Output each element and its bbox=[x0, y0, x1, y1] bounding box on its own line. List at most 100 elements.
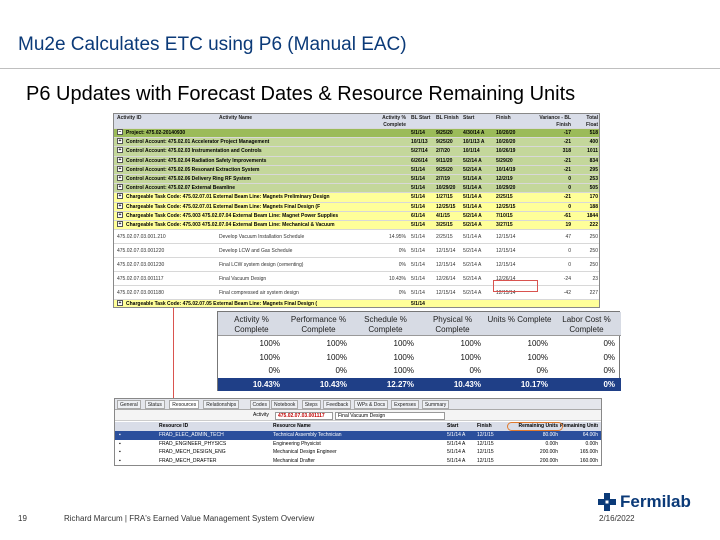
fermilab-logo-icon bbox=[598, 493, 616, 511]
header-activity-id[interactable]: Activity ID bbox=[117, 115, 142, 121]
table-row[interactable]: + Chargeable Task Code: 475.02.07.01 Exte… bbox=[114, 193, 599, 203]
expand-toggle-icon[interactable]: + bbox=[117, 147, 123, 154]
resource-name: Mechanical Drafter bbox=[273, 457, 315, 464]
header-resource-name[interactable]: Resource Name bbox=[273, 423, 311, 429]
bl-start: 5/1/14 bbox=[411, 276, 425, 283]
percent-column-header[interactable]: Physical % Complete bbox=[432, 315, 473, 334]
percent-value: 10.43% bbox=[252, 379, 280, 389]
bl-start: 6/26/14 bbox=[411, 157, 428, 164]
resource-row[interactable]: ▪ FRAD_ELEC_ADMIN_TECH Technical Assembly … bbox=[115, 431, 601, 440]
table-row[interactable]: 475.02.07.03.001.210 Develop Vacuum Insta… bbox=[114, 230, 599, 245]
table-row[interactable]: + Control Account: 475.02.05 Resonant Ext… bbox=[114, 165, 599, 175]
tab-wps-docs[interactable]: WPs & Docs bbox=[354, 400, 389, 409]
table-row[interactable]: 475.02.07.03.001117 Final Vacuum Design 10… bbox=[114, 272, 599, 287]
tab-steps[interactable]: Steps bbox=[301, 400, 321, 409]
activity-name: Develop Vacuum Installation Schedule bbox=[219, 234, 305, 241]
expand-toggle-icon[interactable]: + bbox=[117, 138, 123, 145]
tab-resources[interactable]: Resources bbox=[169, 400, 200, 409]
variance: 318 bbox=[562, 148, 571, 155]
table-row[interactable]: + Chargeable Task Code: 475.02.07.01 Exte… bbox=[114, 202, 599, 212]
percent-column-header[interactable]: Schedule % Complete bbox=[364, 315, 407, 334]
row-label: Chargeable Task Code: 475.02.07.01 Exter… bbox=[126, 194, 330, 201]
percent-value: 10.17% bbox=[520, 379, 548, 389]
p6-activity-table: Activity ID Activity Name Activity % Com… bbox=[113, 113, 600, 308]
variance: -24 bbox=[563, 276, 571, 283]
activity-name: Final Vacuum Design bbox=[219, 276, 267, 283]
tab-codes[interactable]: Codes bbox=[249, 400, 270, 409]
table-row[interactable]: + Control Account: 475.02.01 Accelerator … bbox=[114, 138, 599, 148]
finish-date-highlight bbox=[493, 280, 538, 292]
pct-complete: 0% bbox=[398, 248, 406, 255]
bl-start: 5/1/14 bbox=[411, 166, 425, 173]
header-start[interactable]: Start bbox=[463, 115, 475, 121]
tab-summary[interactable]: Summary bbox=[421, 400, 450, 409]
header-resource-id[interactable]: Resource ID bbox=[159, 423, 189, 429]
remaining-units-highlight bbox=[507, 422, 563, 431]
tab-relationships[interactable]: Relationships bbox=[203, 400, 240, 409]
expand-toggle-icon[interactable]: + bbox=[117, 221, 123, 227]
header-res-finish[interactable]: Finish bbox=[477, 423, 492, 429]
expand-toggle-icon[interactable]: + bbox=[117, 175, 123, 181]
bl-start: 6/1/14 bbox=[411, 212, 425, 219]
activity-name-field[interactable]: Final Vacuum Design bbox=[335, 412, 445, 420]
table-row[interactable]: 475.02.07.03.001180 Final compressed air … bbox=[114, 286, 599, 301]
tab-expenses[interactable]: Expenses bbox=[391, 400, 420, 409]
header-bl-finish[interactable]: BL Finish bbox=[436, 115, 459, 121]
table-row[interactable]: + Control Account: 475.02.03 Instrumentat… bbox=[114, 147, 599, 157]
header-pct-complete[interactable]: Activity % Complete bbox=[382, 115, 406, 128]
expand-toggle-icon[interactable]: + bbox=[117, 300, 123, 307]
expand-toggle-icon[interactable]: + bbox=[117, 193, 123, 200]
start-date: 5/2/14 A bbox=[463, 166, 482, 173]
activity-bar: Activity 475.02.07.03.001117 Final Vacuu… bbox=[115, 410, 601, 421]
percent-column-header[interactable]: Labor Cost % Complete bbox=[562, 315, 611, 334]
header-total-float[interactable]: Total Float bbox=[586, 115, 598, 128]
resource-row[interactable]: ▪ FRAD_ENGINEER_PHYSICS Engineering Physic… bbox=[115, 440, 601, 449]
header-finish[interactable]: Finish bbox=[496, 115, 511, 121]
percent-column-header[interactable]: Units % Complete bbox=[487, 315, 552, 324]
expand-toggle-icon[interactable]: − bbox=[117, 129, 123, 135]
resource-row[interactable]: ▪ FRAD_MECH_DRAFTER Mechanical Drafter 5/1/… bbox=[115, 457, 601, 466]
header-bl-start[interactable]: BL Start bbox=[411, 115, 431, 121]
resource-row[interactable]: ▪ FRAD_MECH_DESIGN_ENG Mechanical Design E… bbox=[115, 448, 601, 457]
percent-value: 0% bbox=[335, 366, 347, 375]
tab-feedback[interactable]: Feedback bbox=[323, 400, 352, 409]
bl-start: 5/1/14 bbox=[411, 301, 425, 308]
header-remaining-units[interactable]: Remaining Units bbox=[518, 423, 558, 429]
percent-value: 0% bbox=[603, 366, 615, 375]
table-row[interactable]: 475.02.07.03.001220 Develop LCW and Gas S… bbox=[114, 244, 599, 259]
header-variance[interactable]: Variance - BL Finish bbox=[539, 115, 571, 128]
expand-toggle-icon[interactable]: + bbox=[117, 211, 123, 218]
table-row[interactable]: + Control Account: 475.02.07 External Bea… bbox=[114, 184, 599, 194]
percent-row: 0% 0% 100% 0% 0% 0% bbox=[218, 364, 621, 377]
expand-toggle-icon[interactable]: + bbox=[117, 156, 123, 163]
table-row[interactable]: + Chargeable Task Code: 475.003 475.02.07… bbox=[114, 211, 599, 221]
start-date: 4/30/14 A bbox=[463, 130, 485, 136]
bl-start: 5/1/14 bbox=[411, 176, 425, 182]
fermilab-wordmark: Fermilab bbox=[620, 492, 691, 511]
percent-value: 100% bbox=[460, 352, 481, 362]
resource-id: FRAD_ELEC_ADMIN_TECH bbox=[159, 432, 224, 438]
start-date: 5/2/14 A bbox=[463, 212, 482, 219]
activity-id-field[interactable]: 475.02.07.03.001117 bbox=[275, 412, 333, 420]
expand-toggle-icon[interactable]: + bbox=[117, 184, 123, 191]
table-row[interactable]: + Chargeable Task Code: 475.02.07.05 Exte… bbox=[114, 300, 599, 308]
header-activity-name[interactable]: Activity Name bbox=[219, 115, 253, 121]
table-row[interactable]: + Chargeable Task Code: 475.003 475.02.07… bbox=[114, 221, 599, 231]
header-remaining-units-2[interactable]: Remaining Units bbox=[560, 423, 598, 429]
percent-value: 100% bbox=[527, 352, 548, 362]
total-float: 518 bbox=[589, 130, 598, 136]
expand-toggle-icon[interactable]: + bbox=[117, 202, 123, 209]
table-row[interactable]: 475.02.07.03.001230 Final LCW system desi… bbox=[114, 258, 599, 273]
header-res-start[interactable]: Start bbox=[447, 423, 459, 429]
table-row[interactable]: + Control Account: 475.02.04 Radiation Sa… bbox=[114, 156, 599, 166]
percent-column-header[interactable]: Activity % Complete bbox=[234, 315, 269, 334]
table-row[interactable]: + Control Account: 475.02.06 Delivery Rin… bbox=[114, 175, 599, 185]
tab-general[interactable]: General bbox=[117, 400, 141, 409]
expand-toggle-icon[interactable]: + bbox=[117, 165, 123, 172]
tab-status[interactable]: Status bbox=[144, 400, 165, 409]
percent-value: 0% bbox=[603, 379, 615, 389]
table-row[interactable]: − Project: 475.02-20140930 5/1/14 9/25/20 4/… bbox=[114, 129, 599, 139]
bl-finish: 4/1/15 bbox=[436, 212, 450, 219]
percent-column-header[interactable]: Performance % Complete bbox=[290, 315, 347, 334]
tab-notebook[interactable]: Notebook bbox=[271, 400, 299, 409]
